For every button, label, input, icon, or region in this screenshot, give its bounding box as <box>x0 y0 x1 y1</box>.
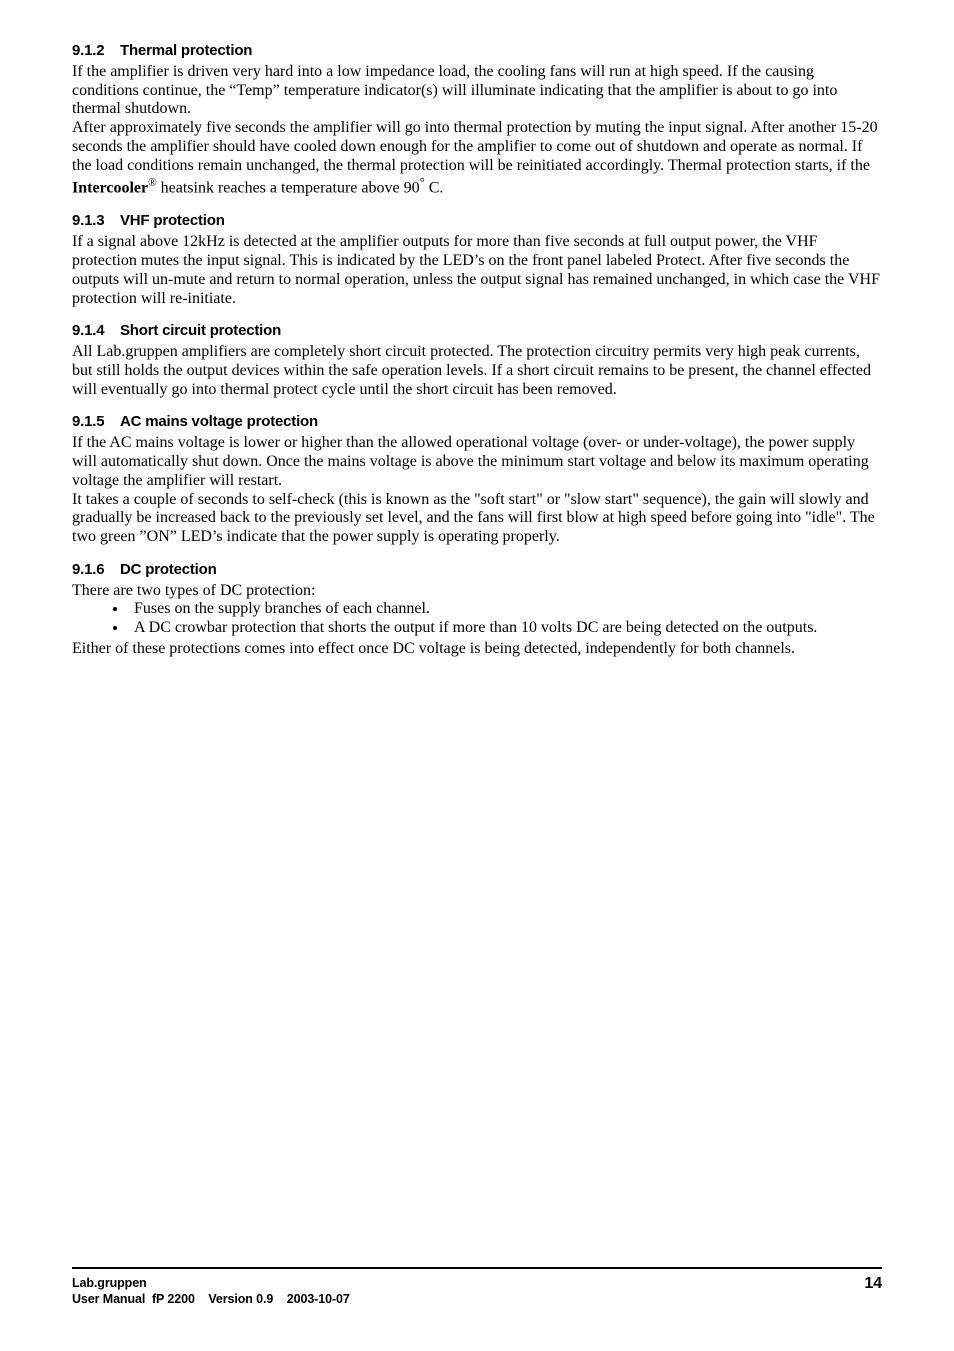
bullet-list: Fuses on the supply branches of each cha… <box>72 600 882 637</box>
heading-num: 9.1.6 <box>72 561 120 578</box>
footer-left: Lab.gruppen User Manual fP 2200 Version … <box>72 1275 350 1308</box>
heading-title: AC mains voltage protection <box>120 413 318 430</box>
footer-manual: User Manual fP 2200 <box>72 1292 195 1306</box>
paragraph-text: After approximately five seconds the amp… <box>72 119 878 173</box>
heading-num: 9.1.4 <box>72 322 120 339</box>
list-item: Fuses on the supply branches of each cha… <box>128 600 882 619</box>
footer-date: 2003-10-07 <box>287 1292 350 1306</box>
footer-rule <box>72 1267 882 1269</box>
paragraph: If a signal above 12kHz is detected at t… <box>72 233 882 308</box>
heading-title: Short circuit protection <box>120 322 281 339</box>
paragraph: There are two types of DC protection: <box>72 582 882 601</box>
footer-company: Lab.gruppen <box>72 1275 350 1291</box>
page-number: 14 <box>864 1275 882 1293</box>
heading-short-circuit-protection: 9.1.4Short circuit protection <box>72 322 882 339</box>
heading-title: VHF protection <box>120 212 225 229</box>
heading-vhf-protection: 9.1.3VHF protection <box>72 212 882 229</box>
heading-num: 9.1.5 <box>72 413 120 430</box>
heading-thermal-protection: 9.1.2Thermal protection <box>72 42 882 59</box>
page: 9.1.2Thermal protection If the amplifier… <box>0 0 954 1351</box>
paragraph: All Lab.gruppen amplifiers are completel… <box>72 343 882 399</box>
intercooler-word: Intercooler <box>72 180 148 197</box>
heading-num: 9.1.2 <box>72 42 120 59</box>
heading-num: 9.1.3 <box>72 212 120 229</box>
registered-mark: ® <box>148 177 157 189</box>
paragraph-text: C. <box>425 180 444 197</box>
paragraph: If the amplifier is driven very hard int… <box>72 63 882 119</box>
heading-title: DC protection <box>120 561 217 578</box>
footer-manual-line: User Manual fP 2200 Version 0.9 2003-10-… <box>72 1291 350 1307</box>
paragraph: It takes a couple of seconds to self-che… <box>72 491 882 547</box>
footer-row: Lab.gruppen User Manual fP 2200 Version … <box>72 1275 882 1308</box>
heading-dc-protection: 9.1.6DC protection <box>72 561 882 578</box>
paragraph: After approximately five seconds the amp… <box>72 119 882 198</box>
paragraph: Either of these protections comes into e… <box>72 640 882 659</box>
heading-title: Thermal protection <box>120 42 252 59</box>
paragraph: If the AC mains voltage is lower or high… <box>72 434 882 490</box>
heading-ac-mains-voltage-protection: 9.1.5AC mains voltage protection <box>72 413 882 430</box>
page-footer: Lab.gruppen User Manual fP 2200 Version … <box>72 1267 882 1308</box>
footer-version: Version 0.9 <box>208 1292 273 1306</box>
list-item: A DC crowbar protection that shorts the … <box>128 619 882 638</box>
paragraph-text: heatsink reaches a temperature above 90 <box>157 180 420 197</box>
